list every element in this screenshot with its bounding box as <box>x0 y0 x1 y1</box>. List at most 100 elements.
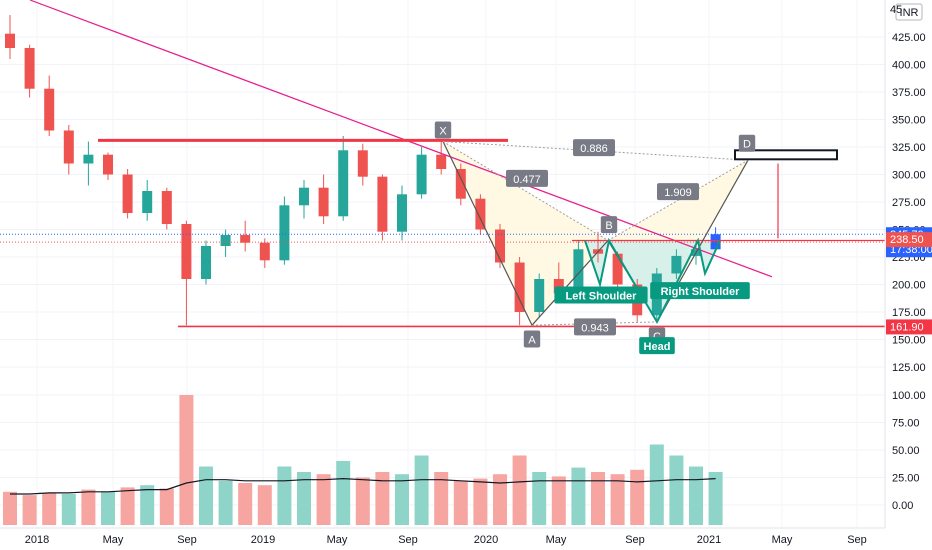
volume-bar <box>42 492 57 525</box>
price-tick-label: 150.00 <box>892 335 926 347</box>
price-tick-label: 350.00 <box>892 115 926 127</box>
ratio-label: 0.943 <box>574 318 616 336</box>
svg-text:Left Shoulder: Left Shoulder <box>566 291 638 303</box>
descending-trendline[interactable] <box>29 0 773 278</box>
support-tag: 161.90 <box>886 319 932 335</box>
volume-bar <box>199 466 213 525</box>
time-tick-label: Sep <box>177 534 197 546</box>
ratio-label: 0.477 <box>506 169 548 187</box>
volume-bar <box>649 444 664 525</box>
volume-bar <box>591 472 605 525</box>
volume-bar <box>120 487 135 525</box>
harmonic-fill-xab <box>443 141 608 326</box>
volume-bar <box>532 472 547 525</box>
price-tick-label: 275.00 <box>892 197 926 209</box>
price-tick-label: 50.00 <box>892 445 920 457</box>
volume-bar <box>316 474 331 525</box>
volume-bar <box>336 461 351 525</box>
time-tick-label: 2021 <box>697 534 721 546</box>
candle-body <box>201 246 211 279</box>
time-tick-label: May <box>772 534 793 546</box>
volume-bar <box>571 467 586 525</box>
harmonic-leg <box>531 240 609 326</box>
time-tick-label: 2018 <box>25 534 49 546</box>
candle-body <box>612 253 623 285</box>
time-tick-label: May <box>546 534 567 546</box>
time-tick-label: Sep <box>398 534 418 546</box>
harmonic-leg <box>442 141 533 326</box>
svg-text:B: B <box>605 220 612 232</box>
candle-body <box>161 191 172 224</box>
volume-bar <box>375 472 390 525</box>
price-tick-label: 75.00 <box>892 418 920 430</box>
candle-body <box>553 279 564 294</box>
candle-body <box>416 154 427 195</box>
candle-body <box>259 242 270 261</box>
svg-text:0.886: 0.886 <box>580 143 608 155</box>
volume-bar <box>414 455 429 525</box>
harmonic-point-x: X <box>434 121 452 139</box>
volume-bar <box>140 485 155 525</box>
candle-body <box>514 262 525 312</box>
svg-text:0.943: 0.943 <box>581 322 609 334</box>
candle-body <box>122 174 133 213</box>
target-box[interactable] <box>734 149 838 161</box>
volume-bar <box>101 491 115 525</box>
volume-bar <box>81 489 96 525</box>
volume-bar <box>689 466 703 525</box>
price-axis[interactable]: 425.00 400.00 375.00 350.00 325.00 300.00 275.… <box>892 32 926 512</box>
volume-bar <box>610 474 625 525</box>
candle-body <box>63 130 74 164</box>
volume-bar <box>512 455 527 525</box>
candle-body <box>397 194 407 232</box>
candle-body <box>436 154 447 169</box>
time-tick-label: May <box>103 534 124 546</box>
candle-body <box>240 235 251 243</box>
candle-body <box>495 229 505 263</box>
candle-body <box>338 150 349 217</box>
harmonic-ratio-line <box>607 159 749 241</box>
currency-badge[interactable]: INR <box>895 3 923 21</box>
candle-body <box>377 176 388 232</box>
price-tick-label: 300.00 <box>892 170 926 182</box>
prev-close-tag: 238.50 <box>886 232 932 248</box>
price-tick-label: 400.00 <box>892 60 926 72</box>
svg-text:161.90: 161.90 <box>890 321 924 333</box>
currency-label: INR <box>900 7 919 19</box>
volume-bar <box>257 485 272 525</box>
harmonic-point-a: A <box>523 330 541 348</box>
harmonic-ratio-line <box>531 321 658 326</box>
svg-text:238.50: 238.50 <box>890 234 924 246</box>
candle-body <box>83 154 94 164</box>
volume-bar <box>297 472 311 525</box>
candle-body <box>455 169 466 199</box>
time-axis[interactable]: 2018 May Sep 2019 May Sep 2020 May Sep 2021 May Sep <box>25 534 867 546</box>
volume-bar <box>159 488 174 525</box>
candle-body <box>24 48 35 89</box>
volume-bar <box>22 495 37 525</box>
price-tick-label: 175.00 <box>892 307 926 319</box>
candle-body <box>44 88 55 131</box>
harmonic-point-d: D <box>738 134 756 152</box>
ratio-label: 1.909 <box>657 183 699 201</box>
left-shoulder-label: Left Shoulder <box>554 286 648 304</box>
candle-body <box>181 224 192 279</box>
svg-text:1.909: 1.909 <box>664 187 692 199</box>
svg-text:Right Shoulder: Right Shoulder <box>661 286 741 298</box>
price-tick-label: 325.00 <box>892 142 926 154</box>
price-tick-label: 125.00 <box>892 362 926 374</box>
candle-body <box>357 150 368 177</box>
svg-text:Head: Head <box>644 341 671 353</box>
volume-bar <box>434 472 449 525</box>
time-tick-label: 2020 <box>474 534 498 546</box>
volume-bar <box>473 478 488 525</box>
volume-bar <box>453 480 468 525</box>
time-tick-label: Sep <box>847 534 867 546</box>
volume-bar <box>551 476 566 525</box>
candle-body <box>103 154 113 175</box>
price-tick-label: 25.00 <box>892 473 920 485</box>
volume-ma-line <box>10 477 716 495</box>
candle-body <box>220 235 231 246</box>
